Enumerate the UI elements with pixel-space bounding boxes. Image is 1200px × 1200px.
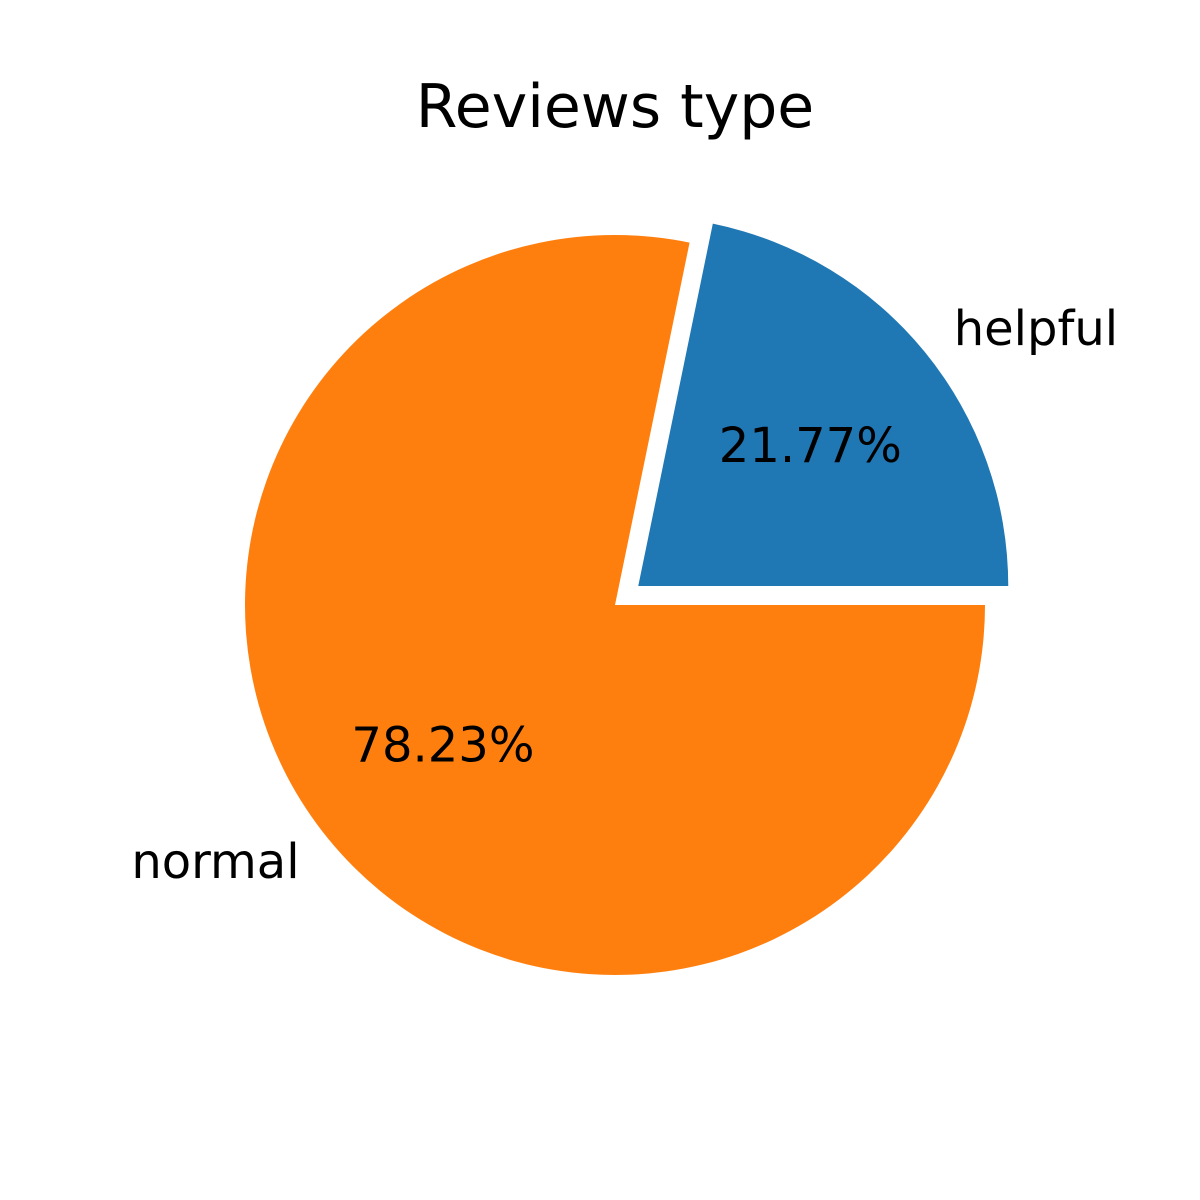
pie-pct-label-helpful: 21.77% bbox=[719, 418, 902, 474]
pie-label-helpful: helpful bbox=[954, 301, 1118, 357]
pie-pct-label-normal: 78.23% bbox=[351, 717, 534, 773]
pie-labels: 21.77% helpful 78.23% normal bbox=[131, 301, 1118, 890]
chart-title: Reviews type bbox=[416, 72, 814, 142]
pie-label-normal: normal bbox=[131, 834, 299, 890]
pie-slice-normal bbox=[245, 234, 986, 975]
pie-slices bbox=[245, 223, 1009, 975]
pie-slice-helpful bbox=[638, 223, 1009, 587]
